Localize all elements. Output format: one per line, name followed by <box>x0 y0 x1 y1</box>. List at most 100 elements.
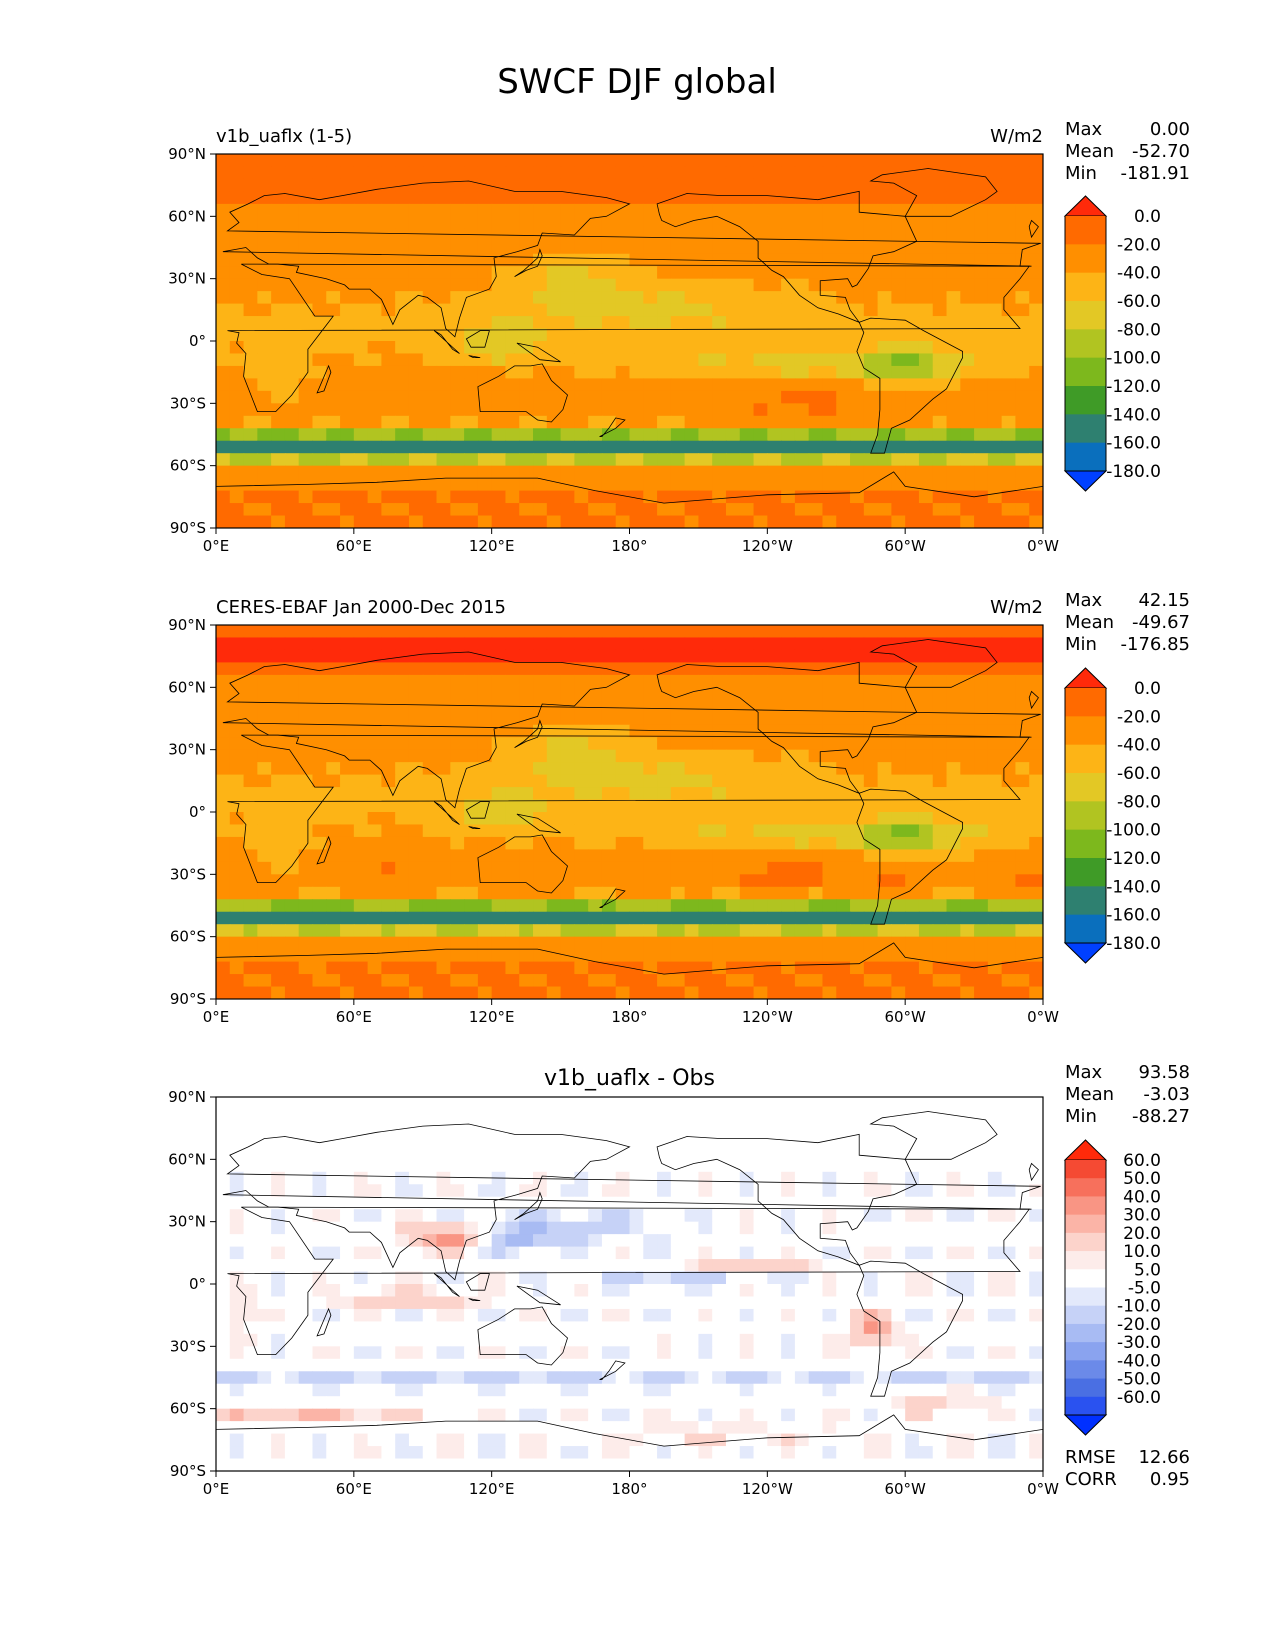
field-cell <box>836 687 851 701</box>
field-cell <box>712 986 727 999</box>
field-cell <box>257 1246 272 1260</box>
field-cell <box>243 1146 258 1160</box>
field-cell <box>243 440 258 454</box>
field-cell <box>340 316 355 330</box>
field-cell <box>298 291 314 305</box>
field-cell <box>381 1097 396 1111</box>
field-cell <box>863 974 879 988</box>
field-cell <box>436 1109 451 1123</box>
field-cell <box>381 1184 396 1198</box>
field-cell <box>298 1321 314 1335</box>
field-cell <box>712 216 727 230</box>
field-cell <box>753 886 768 900</box>
field-cell <box>974 886 989 900</box>
field-cell <box>601 253 617 267</box>
field-cell <box>739 378 755 392</box>
field-cell <box>836 1097 851 1111</box>
field-cell <box>1001 1321 1017 1335</box>
field-cell <box>670 341 686 355</box>
field-cell <box>615 712 631 726</box>
field-cell <box>657 191 672 205</box>
field-cell <box>257 154 272 168</box>
field-cell <box>629 166 644 180</box>
field-cell <box>794 849 810 863</box>
field-cell <box>464 712 479 726</box>
field-cell <box>753 1234 768 1248</box>
field-cell <box>588 749 603 763</box>
field-cell <box>450 341 465 355</box>
field-cell <box>408 1284 424 1298</box>
colorbar-bin <box>1065 886 1106 916</box>
field-cell <box>229 1184 245 1198</box>
field-cell <box>877 749 892 763</box>
field-cell <box>408 1346 424 1360</box>
field-cell <box>477 911 493 925</box>
field-cell <box>533 428 548 442</box>
field-cell <box>367 637 382 651</box>
field-cell <box>450 787 465 801</box>
field-cell <box>491 1271 507 1285</box>
field-cell <box>863 453 879 467</box>
field-cell <box>1029 724 1043 738</box>
field-cell <box>712 712 727 726</box>
field-cell <box>408 166 424 180</box>
field-cell <box>739 191 755 205</box>
field-cell <box>767 799 782 813</box>
field-cell <box>588 1271 603 1285</box>
field-cell <box>298 849 314 863</box>
field-cell <box>312 390 327 404</box>
field-cell <box>670 365 686 379</box>
field-cell <box>367 787 382 801</box>
field-cell <box>284 390 300 404</box>
field-cell <box>491 1284 507 1298</box>
field-cell <box>1015 191 1030 205</box>
field-cell <box>464 1146 479 1160</box>
coastline <box>222 180 1041 338</box>
field-cell <box>408 1209 424 1223</box>
field-cell <box>1029 649 1043 663</box>
field-cell <box>753 1221 768 1235</box>
field-cell <box>850 1284 865 1298</box>
field-cell <box>1029 191 1043 205</box>
field-cell <box>243 799 258 813</box>
field-cell <box>450 1196 465 1210</box>
field-cell <box>946 1308 961 1322</box>
field-cell <box>712 453 727 467</box>
field-cell <box>946 974 961 988</box>
field-cell <box>739 1159 755 1173</box>
field-cell <box>643 749 658 763</box>
field-cell <box>340 1308 355 1322</box>
field-cell <box>436 1171 451 1185</box>
field-cell <box>601 440 617 454</box>
field-cell <box>739 1333 755 1347</box>
field-cell <box>739 1134 755 1148</box>
field-cell <box>216 178 231 192</box>
field-cell <box>312 1259 327 1273</box>
field-cell <box>781 353 796 367</box>
panels: 0°E 60°E 120°E 180° 120°W 60°W 0°W90°N60°N30°N… <box>168 119 1190 1498</box>
field-cell <box>491 637 507 651</box>
field-cell <box>340 154 355 168</box>
field-cell <box>367 316 382 330</box>
field-cell <box>477 1171 493 1185</box>
field-cell <box>877 515 892 528</box>
field-cell <box>781 390 796 404</box>
colorbar-tick-label: -100.0 <box>1106 349 1161 369</box>
field-cell <box>808 1109 824 1123</box>
field-cell <box>381 762 396 776</box>
field-cell <box>684 936 700 950</box>
field-cell <box>1029 924 1043 938</box>
field-cell <box>560 1234 575 1248</box>
field-cell <box>670 924 686 938</box>
field-cell <box>808 1221 824 1235</box>
field-cell <box>932 403 948 417</box>
field-cell <box>739 886 755 900</box>
field-cell <box>670 490 686 504</box>
field-cell <box>987 253 1003 267</box>
field-cell <box>615 440 631 454</box>
field-cell <box>408 203 424 217</box>
field-cell <box>284 1109 300 1123</box>
field-cell <box>753 1097 768 1111</box>
field-cell <box>960 936 975 950</box>
field-cell <box>794 886 810 900</box>
